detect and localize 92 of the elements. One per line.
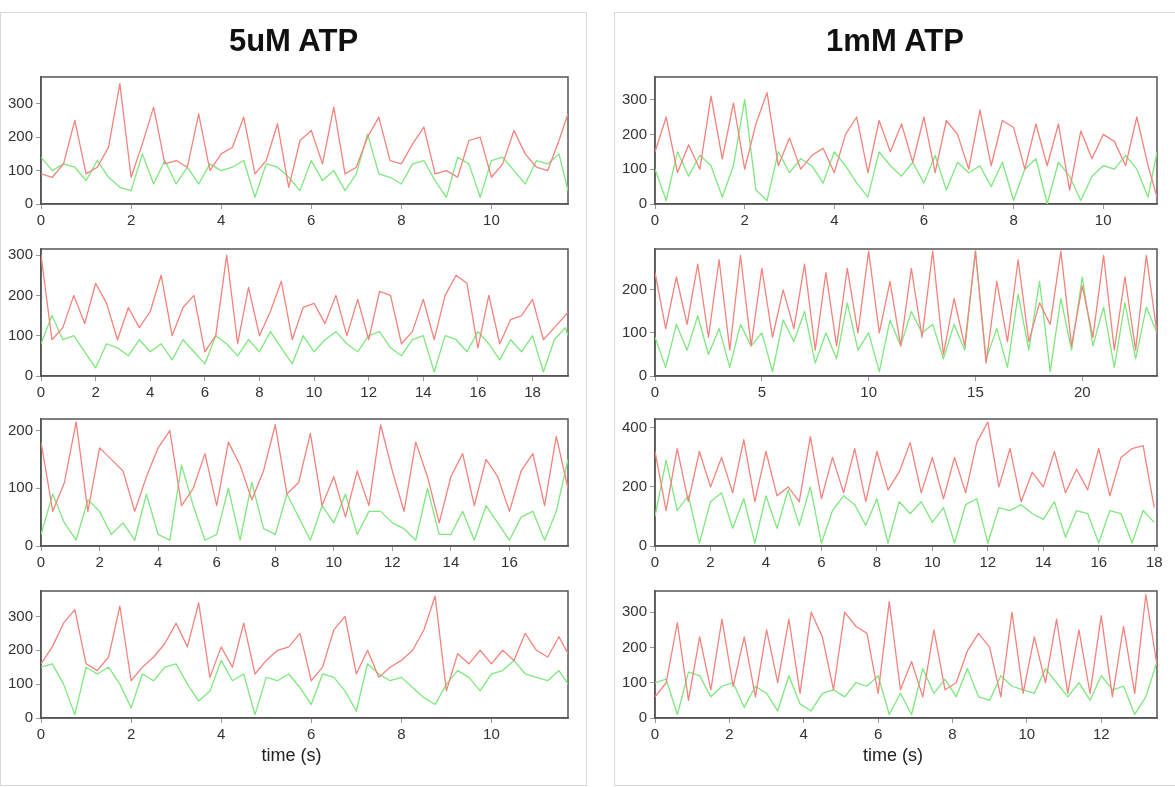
y-tick-label: 0 bbox=[638, 366, 648, 384]
x-tick-label: 2 bbox=[95, 553, 104, 571]
y-tick-label: 0 bbox=[638, 536, 648, 554]
x-tick-label: 14 bbox=[1034, 553, 1052, 571]
x-tick-label: 16 bbox=[469, 383, 487, 401]
y-tick-label: 300 bbox=[8, 93, 34, 111]
x-tick-label: 0 bbox=[36, 725, 46, 743]
x-tick-label: 4 bbox=[830, 211, 839, 229]
y-tick-label: 200 bbox=[8, 285, 34, 303]
x-axis-title: time (s) bbox=[260, 745, 323, 766]
y-tick-label: 100 bbox=[8, 325, 34, 343]
x-tick-label: 10 bbox=[483, 725, 500, 743]
y-tick-label: 300 bbox=[622, 89, 648, 107]
x-tick-label: 0 bbox=[650, 211, 660, 229]
x-tick-label: 2 bbox=[706, 553, 715, 571]
x-tick-label: 12 bbox=[1092, 725, 1110, 743]
x-tick-label: 2 bbox=[91, 383, 100, 401]
x-tick-label: 16 bbox=[501, 553, 518, 571]
x-axis-title: time (s) bbox=[862, 745, 924, 766]
x-tick-label: 10 bbox=[305, 383, 323, 401]
x-tick-label: 4 bbox=[146, 383, 155, 401]
x-tick-label: 8 bbox=[397, 211, 406, 229]
x-tick-label: 10 bbox=[924, 553, 941, 571]
x-tick-label: 6 bbox=[919, 211, 929, 229]
y-tick-label: 300 bbox=[8, 245, 34, 263]
x-tick-label: 0 bbox=[36, 211, 46, 229]
x-tick-label: 6 bbox=[212, 553, 221, 571]
x-tick-label: 6 bbox=[307, 725, 316, 743]
y-tick-label: 0 bbox=[24, 708, 34, 726]
x-tick-label: 12 bbox=[979, 553, 997, 571]
chart-title: 5uM ATP bbox=[227, 23, 360, 59]
x-tick-label: 12 bbox=[360, 383, 378, 401]
x-tick-label: 14 bbox=[442, 553, 460, 571]
x-tick-label: 6 bbox=[873, 725, 883, 743]
x-tick-label: 10 bbox=[1018, 725, 1036, 743]
x-tick-label: 2 bbox=[126, 211, 136, 229]
y-tick-label: 300 bbox=[622, 602, 648, 620]
x-tick-label: 8 bbox=[948, 725, 957, 743]
y-tick-label: 300 bbox=[8, 606, 34, 624]
x-tick-label: 10 bbox=[483, 211, 500, 229]
x-tick-label: 20 bbox=[1073, 383, 1091, 401]
x-tick-label: 10 bbox=[860, 383, 877, 401]
x-tick-label: 10 bbox=[325, 553, 343, 571]
y-tick-label: 100 bbox=[622, 323, 648, 341]
x-tick-label: 4 bbox=[799, 725, 808, 743]
y-tick-label: 100 bbox=[622, 159, 648, 177]
y-tick-label: 200 bbox=[622, 637, 648, 655]
x-tick-label: 18 bbox=[1145, 553, 1163, 571]
y-tick-label: 200 bbox=[622, 280, 648, 298]
x-tick-label: 0 bbox=[650, 383, 660, 401]
y-tick-label: 100 bbox=[8, 160, 34, 178]
x-tick-label: 8 bbox=[397, 725, 406, 743]
x-tick-label: 2 bbox=[126, 725, 136, 743]
x-tick-label: 15 bbox=[967, 383, 984, 401]
x-tick-label: 6 bbox=[307, 211, 316, 229]
x-tick-label: 4 bbox=[153, 553, 163, 571]
x-tick-label: 4 bbox=[761, 553, 771, 571]
x-tick-label: 0 bbox=[650, 725, 660, 743]
x-tick-label: 2 bbox=[740, 211, 749, 229]
x-tick-label: 5 bbox=[757, 383, 766, 401]
x-tick-label: 18 bbox=[524, 383, 541, 401]
x-tick-label: 16 bbox=[1090, 553, 1108, 571]
x-tick-label: 8 bbox=[1009, 211, 1018, 229]
x-tick-label: 12 bbox=[384, 553, 401, 571]
x-tick-label: 0 bbox=[650, 553, 660, 571]
y-tick-label: 200 bbox=[622, 477, 648, 495]
y-tick-label: 200 bbox=[8, 640, 34, 658]
x-tick-label: 4 bbox=[217, 725, 226, 743]
chart-title: 1mM ATP bbox=[825, 23, 965, 59]
x-tick-label: 10 bbox=[1094, 211, 1112, 229]
y-tick-label: 200 bbox=[622, 124, 648, 142]
x-tick-label: 14 bbox=[414, 383, 432, 401]
y-tick-label: 0 bbox=[638, 194, 648, 212]
y-tick-label: 100 bbox=[8, 478, 34, 496]
x-tick-label: 8 bbox=[872, 553, 882, 571]
y-tick-label: 200 bbox=[8, 127, 34, 145]
x-tick-label: 0 bbox=[36, 553, 46, 571]
x-tick-label: 2 bbox=[725, 725, 734, 743]
x-tick-label: 8 bbox=[255, 383, 264, 401]
x-tick-label: 4 bbox=[217, 211, 226, 229]
y-tick-label: 0 bbox=[24, 194, 34, 212]
y-tick-label: 400 bbox=[622, 418, 648, 435]
y-tick-label: 0 bbox=[24, 366, 34, 384]
x-tick-label: 8 bbox=[271, 553, 280, 571]
x-tick-label: 6 bbox=[200, 383, 210, 401]
x-tick-label: 0 bbox=[36, 383, 46, 401]
y-tick-label: 100 bbox=[622, 672, 648, 690]
y-tick-label: 0 bbox=[24, 536, 34, 554]
y-tick-label: 0 bbox=[638, 708, 648, 726]
y-tick-label: 100 bbox=[8, 674, 34, 692]
x-tick-label: 6 bbox=[817, 553, 826, 571]
y-tick-label: 200 bbox=[8, 420, 34, 438]
